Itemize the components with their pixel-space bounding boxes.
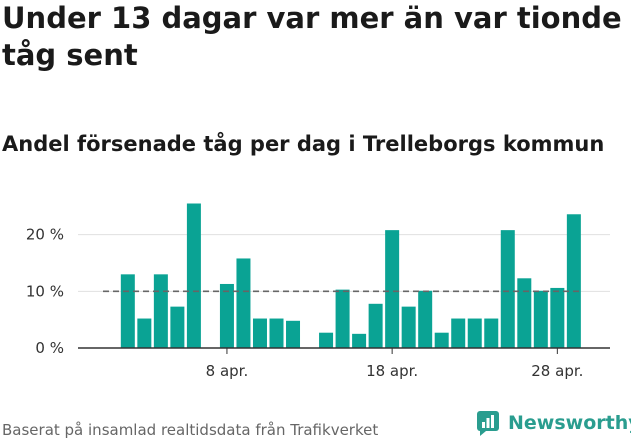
bar (500, 230, 515, 348)
bar (385, 230, 400, 348)
bar (252, 318, 267, 348)
x-axis: 8 apr. 18 apr. 28 apr. (78, 347, 610, 380)
y-tick-label: 20 % (26, 226, 64, 244)
x-tick-label: 18 apr. (366, 362, 418, 380)
bar (137, 318, 152, 348)
bar (352, 333, 367, 348)
chart-title: Under 13 dagar var mer än var tionde tåg… (2, 1, 622, 72)
bar (170, 306, 185, 348)
bar (153, 274, 168, 348)
bar (219, 283, 234, 348)
bar (368, 303, 383, 348)
x-tick-label: 28 apr. (531, 362, 583, 380)
bar (120, 274, 135, 348)
bar (550, 287, 565, 348)
bar (451, 318, 466, 348)
bar (269, 318, 284, 348)
bar (186, 203, 201, 348)
y-tick-label: 0 % (35, 339, 64, 357)
bar (286, 320, 301, 348)
bars (120, 203, 581, 348)
brand-name: Newsworthy (508, 412, 631, 434)
brand-logo-link[interactable]: Newsworthy (476, 409, 631, 437)
x-tick-label: 8 apr. (206, 362, 249, 380)
newsworthy-chart-icon (477, 411, 499, 436)
bar (467, 318, 482, 348)
bar (236, 258, 251, 348)
bar (335, 289, 350, 348)
bar (533, 290, 548, 348)
bar (319, 332, 334, 348)
bar (566, 214, 581, 348)
y-axis-ticks: 0 % 10 % 20 % (26, 226, 64, 357)
bar (517, 278, 532, 348)
chart-subtitle: Andel försenade tåg per dag i Trelleborg… (2, 132, 605, 156)
bar (434, 332, 449, 348)
y-tick-label: 10 % (26, 282, 64, 300)
bar-chart: 0 % 10 % 20 % 8 apr. 18 apr. 28 apr. (26, 203, 610, 380)
bar (484, 318, 499, 348)
bar (401, 306, 416, 348)
source-note: Baserat på insamlad realtidsdata från Tr… (2, 421, 379, 439)
bar (418, 290, 433, 348)
